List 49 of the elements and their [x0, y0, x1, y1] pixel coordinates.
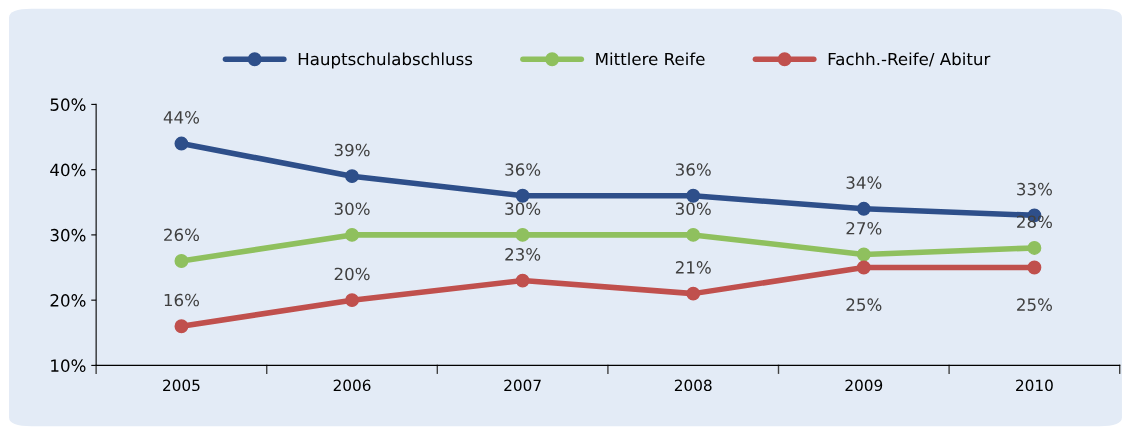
data-label: 20% [334, 267, 370, 281]
point [345, 169, 359, 184]
y-tick-label: 50% [50, 98, 86, 111]
data-label: 25% [846, 298, 882, 311]
data-label: 28% [1017, 215, 1052, 229]
x-tick-label: 2008 [674, 379, 712, 392]
point [856, 247, 871, 262]
point [686, 188, 701, 203]
x-tick-label: 2006 [333, 379, 371, 392]
x-tick-label: 2009 [845, 379, 883, 392]
point [345, 227, 359, 242]
legend-label: Hauptschulabschluss [298, 52, 473, 69]
data-label: 30% [334, 202, 370, 215]
data-label: 44% [163, 111, 200, 124]
data-label: 26% [164, 228, 200, 242]
legend-label: Fachh.-Reife/ Abitur [828, 52, 991, 67]
point [1027, 241, 1042, 255]
point [686, 286, 701, 301]
data-label: 30% [675, 202, 711, 215]
point [515, 273, 530, 288]
data-label: 36% [505, 163, 541, 176]
point [1027, 260, 1042, 275]
data-label: 34% [846, 176, 882, 189]
legend-label: Mittlere Reife [596, 52, 705, 66]
data-label: 30% [505, 202, 541, 215]
y-tick-label: 20% [50, 294, 86, 307]
data-label: 16% [164, 293, 200, 307]
point [174, 254, 189, 268]
data-label: 33% [1017, 182, 1052, 196]
x-tick-label: 2010 [1016, 379, 1053, 392]
point [345, 293, 359, 308]
x-tick-label: 2005 [163, 379, 200, 392]
data-label: 36% [675, 163, 711, 176]
x-tick-label: 2007 [504, 379, 541, 392]
point [174, 319, 189, 334]
data-label: 39% [334, 143, 370, 157]
data-label: 23% [505, 248, 541, 261]
point [515, 227, 530, 242]
point [856, 260, 871, 275]
y-tick-label: 40% [50, 163, 86, 177]
point [856, 201, 871, 216]
point [174, 136, 189, 151]
point [515, 188, 530, 203]
data-label: 25% [1017, 298, 1052, 311]
y-tick-label: 30% [50, 228, 86, 242]
point [686, 227, 701, 242]
y-tick-label: 10% [51, 359, 86, 372]
data-label: 27% [846, 221, 882, 235]
data-label: 21% [675, 261, 711, 274]
